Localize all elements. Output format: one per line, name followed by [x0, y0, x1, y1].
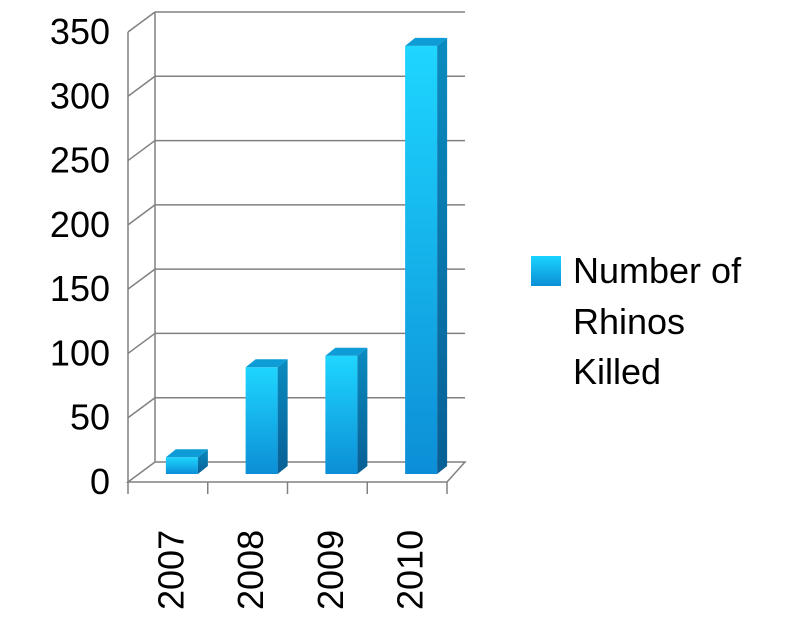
bar: [245, 359, 288, 474]
x-axis-ticks: 2007 2008 2009 2010: [150, 530, 430, 610]
bar-top-face: [165, 449, 208, 458]
bar-front-face: [245, 367, 278, 474]
bar-side-face: [437, 37, 448, 474]
x-tick-label: 2009: [310, 530, 351, 610]
bars: [165, 37, 448, 474]
y-tick-label: 50: [70, 397, 110, 438]
y-tick-label: 150: [50, 268, 110, 309]
legend-label-line-2: Rhinos: [573, 301, 685, 342]
bar-top-face: [325, 347, 368, 356]
legend-label-line-1: Number of: [573, 250, 742, 291]
gridline-diagonal: [127, 204, 156, 226]
x-tick-label: 2010: [390, 530, 431, 610]
bar-front-face: [325, 355, 358, 474]
y-tick-label: 200: [50, 204, 110, 245]
gridline-diagonal: [127, 11, 156, 33]
bar-front-face: [165, 457, 198, 474]
x-tick-label: 2008: [230, 530, 271, 610]
gridline-diagonal: [127, 75, 156, 97]
y-axis-ticks: 0 50 100 150 200 250 300 350: [50, 11, 110, 502]
bar-top-face: [405, 37, 448, 46]
y-tick-label: 0: [90, 461, 110, 502]
bar: [165, 449, 208, 474]
bar-side-face: [277, 359, 288, 474]
y-tick-label: 250: [50, 140, 110, 181]
gridline-diagonal: [127, 139, 156, 162]
legend-label-line-3: Killed: [573, 351, 661, 392]
gridline-diagonal: [127, 332, 156, 355]
gridline-diagonal: [127, 268, 156, 290]
legend-swatch: [531, 256, 561, 286]
bar-side-face: [197, 449, 208, 474]
gridline-diagonal: [127, 397, 156, 419]
y-tick-label: 350: [50, 11, 110, 52]
bar: [405, 37, 448, 474]
legend: Number of Rhinos Killed: [531, 250, 742, 392]
floor-plane: [125, 461, 467, 483]
bar-front-face: [405, 45, 438, 474]
x-tick-label: 2007: [150, 530, 191, 610]
bar: [325, 347, 368, 474]
chart-floor: [125, 461, 467, 494]
y-tick-label: 300: [50, 75, 110, 116]
bar-side-face: [357, 347, 368, 474]
y-tick-label: 100: [50, 332, 110, 373]
bar-top-face: [245, 359, 288, 368]
